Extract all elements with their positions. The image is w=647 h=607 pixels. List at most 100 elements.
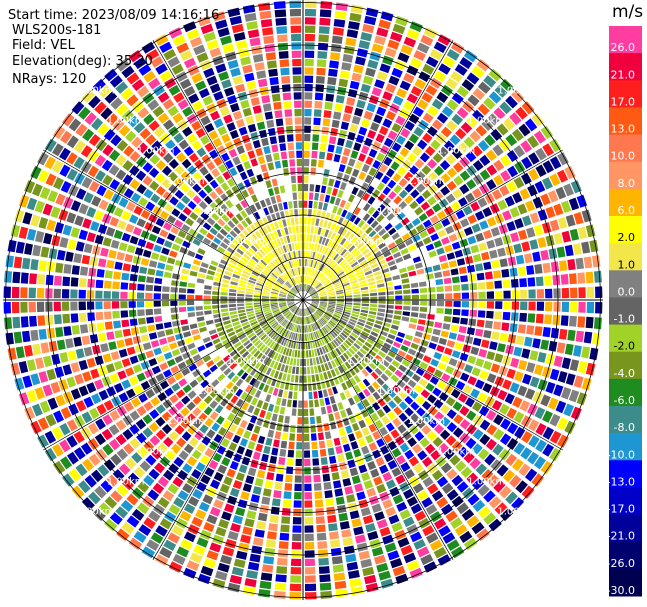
velocity-gate xyxy=(547,397,559,410)
velocity-gate xyxy=(304,275,307,283)
velocity-gate xyxy=(372,141,382,151)
velocity-gate xyxy=(178,287,187,293)
velocity-gate xyxy=(351,313,359,318)
velocity-gate xyxy=(188,363,198,372)
velocity-gate xyxy=(370,371,379,380)
velocity-gate xyxy=(312,209,317,217)
velocity-gate xyxy=(249,37,261,47)
velocity-gate xyxy=(372,160,381,170)
velocity-gate xyxy=(293,341,297,349)
velocity-gate xyxy=(355,270,364,276)
velocity-gate xyxy=(124,253,134,263)
velocity-gate xyxy=(295,308,300,315)
velocity-gate xyxy=(218,519,230,529)
velocity-gate xyxy=(178,378,188,387)
velocity-gate xyxy=(323,169,330,177)
velocity-gate xyxy=(420,300,428,306)
velocity-gate xyxy=(305,592,317,600)
velocity-gate xyxy=(263,445,271,455)
velocity-gate xyxy=(343,287,352,291)
velocity-gate xyxy=(257,435,266,444)
velocity-gate xyxy=(349,258,357,265)
velocity-gate xyxy=(403,100,414,112)
velocity-gate xyxy=(150,252,160,260)
velocity-gate xyxy=(283,254,288,262)
velocity-gate xyxy=(292,192,297,200)
velocity-gate xyxy=(450,41,465,54)
velocity-gate xyxy=(542,160,554,174)
velocity-gate xyxy=(521,485,535,499)
velocity-gate xyxy=(260,164,268,173)
velocity-gate xyxy=(182,240,191,249)
velocity-gate xyxy=(323,220,328,228)
velocity-gate xyxy=(312,314,318,321)
velocity-gate xyxy=(155,34,169,46)
velocity-gate xyxy=(337,257,344,264)
velocity-gate xyxy=(319,295,328,298)
colorbar-tick-label: 1.0 xyxy=(618,258,636,271)
velocity-gate xyxy=(239,348,247,355)
velocity-gate xyxy=(29,273,37,285)
velocity-gate xyxy=(247,441,256,450)
velocity-gate xyxy=(204,417,214,427)
velocity-gate xyxy=(264,480,273,489)
velocity-gate xyxy=(179,78,192,90)
velocity-gate xyxy=(292,400,297,408)
velocity-gate xyxy=(297,408,303,417)
velocity-gate xyxy=(390,324,399,331)
velocity-gate xyxy=(409,200,419,210)
velocity-gate xyxy=(387,440,397,451)
velocity-gate xyxy=(391,467,402,477)
velocity-gate xyxy=(318,440,326,449)
velocity-gate xyxy=(553,203,564,216)
velocity-gate xyxy=(342,251,350,258)
velocity-gate xyxy=(305,8,317,17)
velocity-gate xyxy=(310,433,317,441)
velocity-gate xyxy=(314,365,318,374)
velocity-gate xyxy=(303,233,306,242)
velocity-gate xyxy=(280,328,286,336)
velocity-gate xyxy=(307,325,310,333)
velocity-gate xyxy=(483,97,496,110)
velocity-gate xyxy=(319,219,324,227)
velocity-gate xyxy=(415,351,424,360)
velocity-gate xyxy=(80,324,89,334)
velocity-gate xyxy=(310,304,317,310)
velocity-gate xyxy=(259,199,267,208)
velocity-gate xyxy=(303,425,309,433)
velocity-gate xyxy=(357,256,366,263)
velocity-gate xyxy=(247,332,256,339)
velocity-gate xyxy=(248,316,256,321)
velocity-gate xyxy=(348,274,356,280)
velocity-gate xyxy=(384,222,393,231)
velocity-gate xyxy=(140,209,151,220)
velocity-gate xyxy=(159,210,170,220)
velocity-gate xyxy=(412,256,421,263)
velocity-gate xyxy=(490,459,503,472)
velocity-gate xyxy=(488,496,502,509)
velocity-gate xyxy=(462,344,472,353)
velocity-gate xyxy=(404,140,415,151)
velocity-gate xyxy=(509,206,520,218)
velocity-gate xyxy=(140,334,150,342)
velocity-gate xyxy=(320,275,326,282)
velocity-gate xyxy=(307,267,310,275)
velocity-gate xyxy=(353,375,361,383)
velocity-gate xyxy=(294,100,302,108)
velocity-gate xyxy=(384,355,393,363)
velocity-gate xyxy=(294,324,298,332)
velocity-gate xyxy=(168,171,178,182)
velocity-gate xyxy=(304,483,312,492)
velocity-gate xyxy=(215,526,227,537)
velocity-gate xyxy=(344,230,352,239)
velocity-gate xyxy=(238,312,246,317)
velocity-gate xyxy=(339,259,346,266)
velocity-gate xyxy=(311,294,319,298)
velocity-gate xyxy=(372,391,381,401)
velocity-gate xyxy=(334,312,342,317)
velocity-gate xyxy=(426,273,434,280)
velocity-gate xyxy=(137,446,149,458)
velocity-gate xyxy=(265,154,273,163)
velocity-gate xyxy=(451,316,460,324)
velocity-gate xyxy=(272,286,280,291)
